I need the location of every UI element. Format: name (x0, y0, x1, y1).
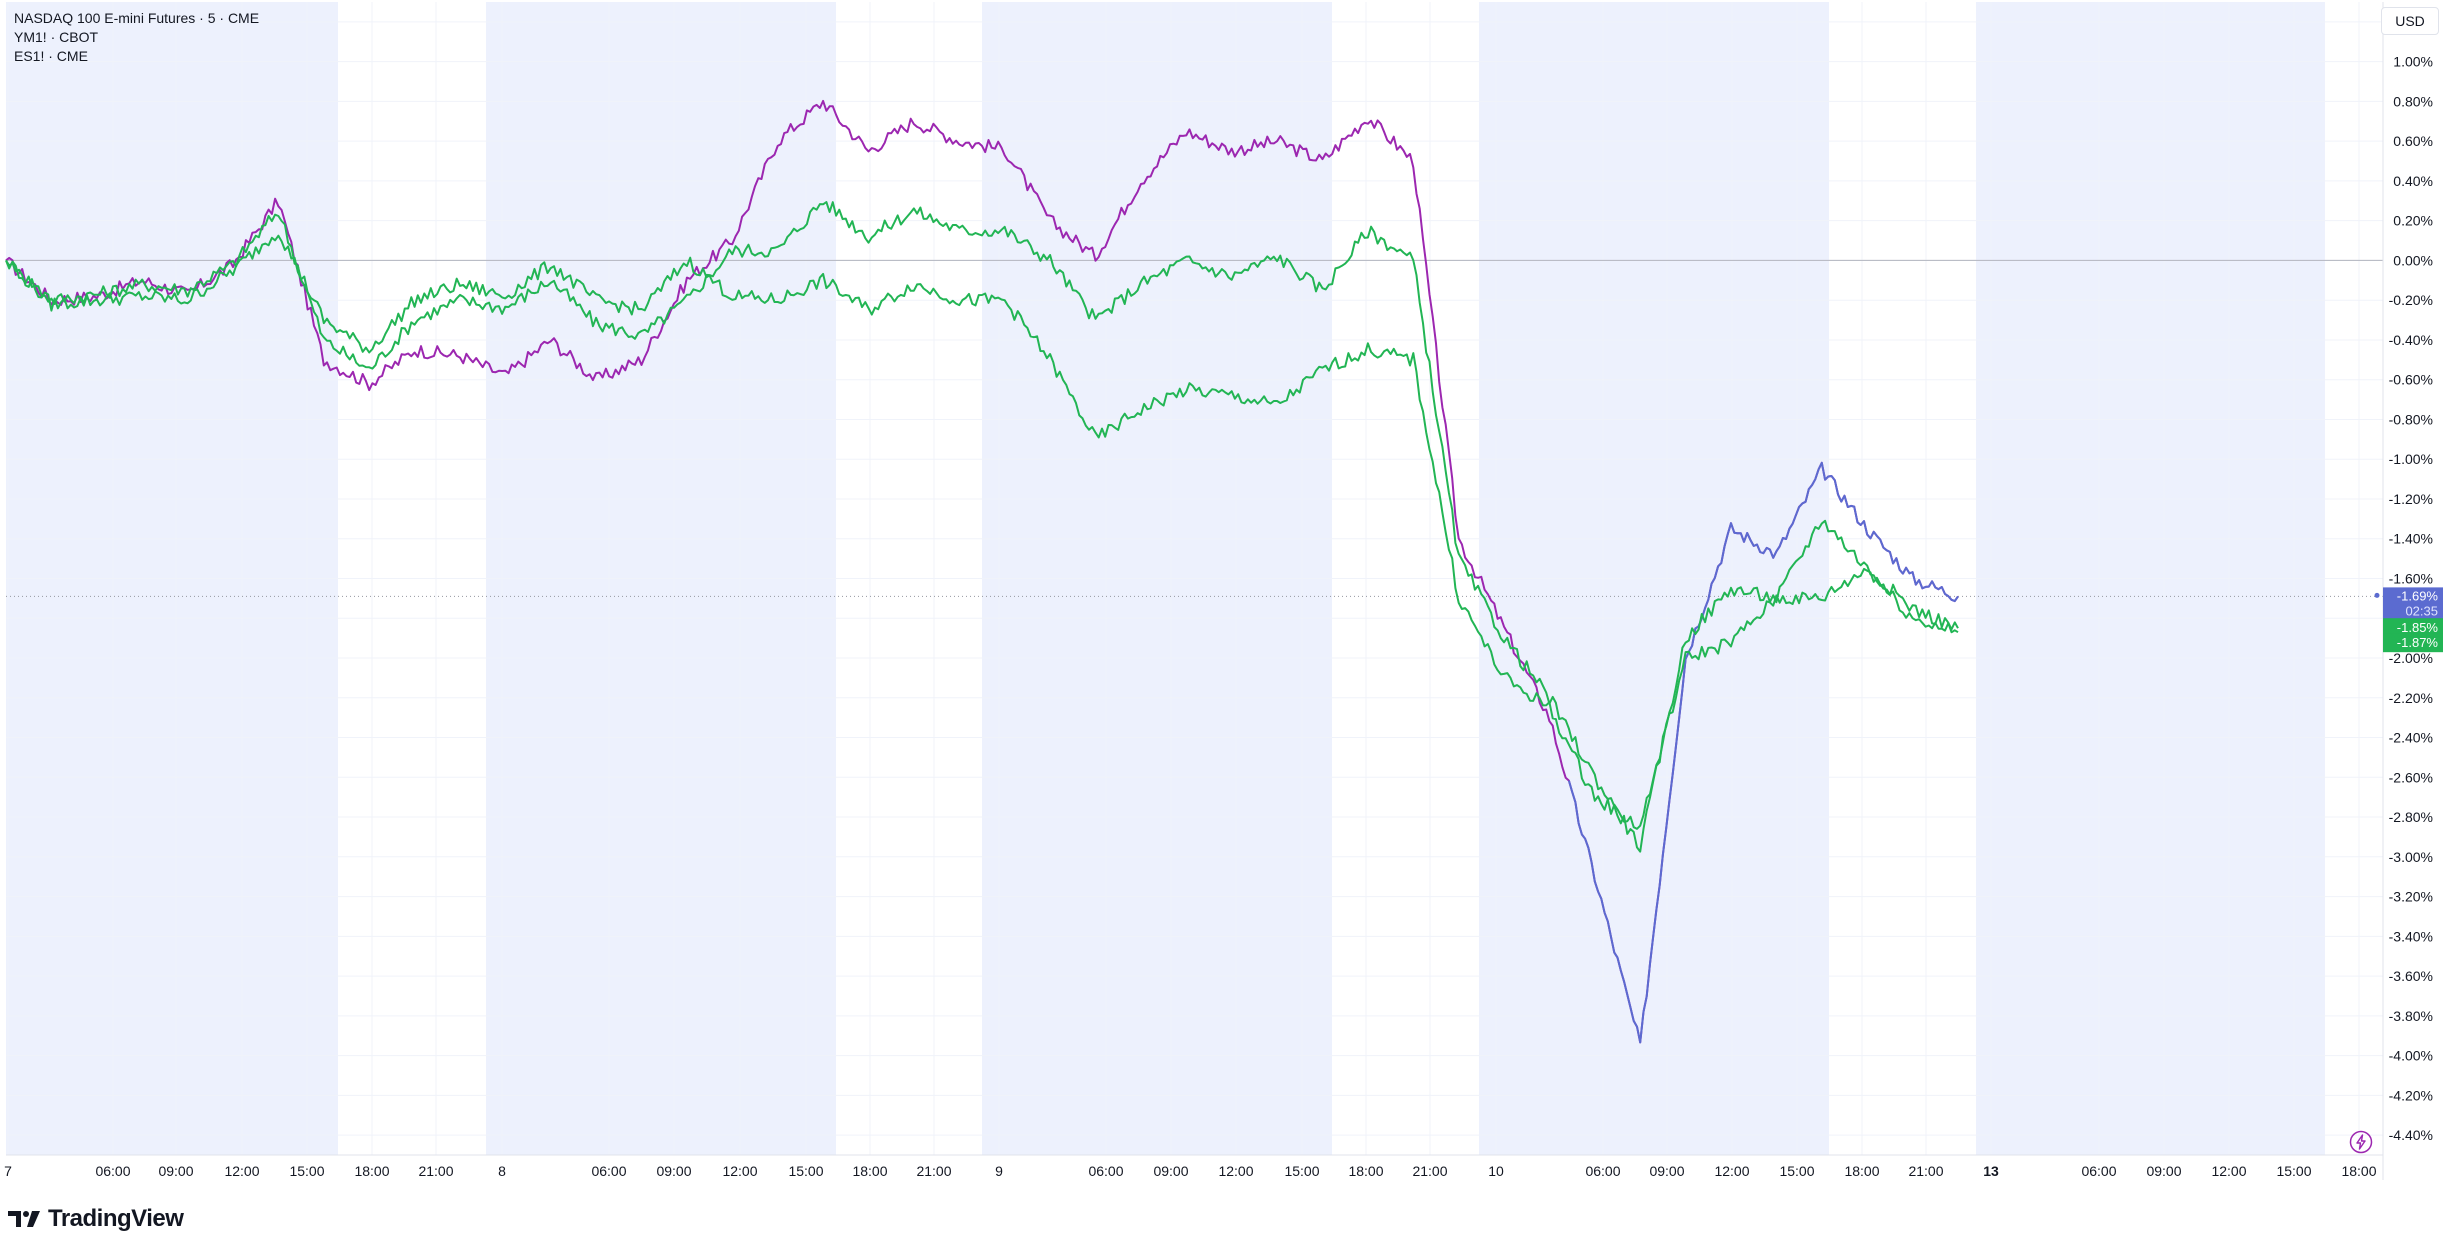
y-tick-label: 0.20% (2393, 213, 2433, 229)
chart-legend: NASDAQ 100 E-mini Futures · 5 · CME YM1!… (14, 9, 259, 66)
x-tick-label: 09:00 (2146, 1163, 2181, 1179)
x-tick-label: 15:00 (1779, 1163, 1814, 1179)
tradingview-logo[interactable]: TradingView (8, 1205, 184, 1233)
x-tick-label: 09:00 (1153, 1163, 1188, 1179)
y-tick-label: -1.00% (2389, 451, 2433, 467)
last-value-badge-ym (2383, 618, 2443, 638)
y-tick-label: -3.60% (2389, 968, 2433, 984)
y-tick-label: -0.40% (2389, 332, 2433, 348)
x-tick-label: 21:00 (1412, 1163, 1447, 1179)
tradingview-icon (8, 1211, 40, 1227)
y-tick-label: -2.00% (2389, 650, 2433, 666)
x-tick-label: 06:00 (95, 1163, 130, 1179)
x-tick-label: 21:00 (418, 1163, 453, 1179)
x-tick-label: 12:00 (2211, 1163, 2246, 1179)
x-tick-label: 15:00 (289, 1163, 324, 1179)
last-value-badge-nq (2383, 587, 2443, 620)
x-tick-label: 12:00 (1714, 1163, 1749, 1179)
x-tick-label: 18:00 (2341, 1163, 2376, 1179)
y-tick-label: 1.00% (2393, 54, 2433, 70)
series-line-es[interactable] (5, 234, 1959, 830)
y-tick-label: -4.20% (2389, 1087, 2433, 1103)
y-tick-label: -1.20% (2389, 491, 2433, 507)
x-tick-label: 06:00 (2081, 1163, 2116, 1179)
y-tick-label: 0.40% (2393, 173, 2433, 189)
x-tick-label: 06:00 (1585, 1163, 1620, 1179)
currency-button[interactable]: USD (2381, 7, 2439, 35)
x-tick-label: 15:00 (2276, 1163, 2311, 1179)
x-tick-label: 7 (4, 1163, 12, 1179)
y-tick-label: 0.60% (2393, 133, 2433, 149)
y-tick-label: -2.80% (2389, 809, 2433, 825)
x-tick-label: 12:00 (722, 1163, 757, 1179)
y-tick-label: -1.40% (2389, 531, 2433, 547)
y-tick-label: -2.20% (2389, 690, 2433, 706)
y-tick-label: -3.40% (2389, 928, 2433, 944)
x-tick-label: 18:00 (354, 1163, 389, 1179)
last-value-label-nq: -1.69% (2397, 588, 2439, 603)
y-tick-label: -0.80% (2389, 411, 2433, 427)
x-tick-label: 8 (498, 1163, 506, 1179)
y-tick-label: -4.00% (2389, 1048, 2433, 1064)
y-tick-label: -2.40% (2389, 730, 2433, 746)
legend-item-ym[interactable]: YM1! · CBOT (14, 29, 99, 45)
y-tick-label: -3.20% (2389, 889, 2433, 905)
lightning-icon[interactable] (2349, 1130, 2373, 1154)
y-tick-label: 0.00% (2393, 252, 2433, 268)
x-tick-label: 15:00 (1284, 1163, 1319, 1179)
y-tick-label: -3.00% (2389, 849, 2433, 865)
x-tick-label: 12:00 (224, 1163, 259, 1179)
x-tick-label: 18:00 (852, 1163, 887, 1179)
x-tick-label: 9 (995, 1163, 1003, 1179)
y-tick-label: -1.60% (2389, 571, 2433, 587)
x-tick-label: 18:00 (1348, 1163, 1383, 1179)
y-tick-label: -4.40% (2389, 1127, 2433, 1143)
legend-item-nq[interactable]: NASDAQ 100 E-mini Futures · 5 · CME (14, 10, 260, 26)
y-tick-label: -0.60% (2389, 372, 2433, 388)
y-tick-label: -0.20% (2389, 292, 2433, 308)
x-tick-label: 09:00 (158, 1163, 193, 1179)
x-tick-label: 18:00 (1844, 1163, 1879, 1179)
last-value-label-ym: -1.85% (2397, 620, 2439, 635)
last-price-dot (2374, 592, 2380, 598)
last-value-badge-es (2383, 633, 2443, 653)
x-tick-label: 21:00 (916, 1163, 951, 1179)
series-line-ym[interactable] (5, 201, 1959, 853)
x-tick-label: 12:00 (1218, 1163, 1253, 1179)
x-tick-label: 10 (1488, 1163, 1504, 1179)
x-tick-label: 15:00 (788, 1163, 823, 1179)
x-tick-label: 13 (1983, 1163, 1999, 1179)
x-tick-label: 09:00 (1649, 1163, 1684, 1179)
series-line-nq-late[interactable] (1567, 461, 1959, 1044)
x-tick-label: 09:00 (656, 1163, 691, 1179)
brand-name: TradingView (48, 1205, 184, 1232)
y-tick-label: -2.60% (2389, 769, 2433, 785)
last-value-time: 02:35 (2405, 603, 2438, 618)
x-tick-label: 21:00 (1908, 1163, 1943, 1179)
y-tick-label: 0.80% (2393, 93, 2433, 109)
x-tick-label: 06:00 (591, 1163, 626, 1179)
legend-item-es[interactable]: ES1! · CME (14, 48, 88, 64)
last-value-label-es: -1.87% (2397, 635, 2439, 650)
x-tick-label: 06:00 (1088, 1163, 1123, 1179)
y-tick-label: -3.80% (2389, 1008, 2433, 1024)
